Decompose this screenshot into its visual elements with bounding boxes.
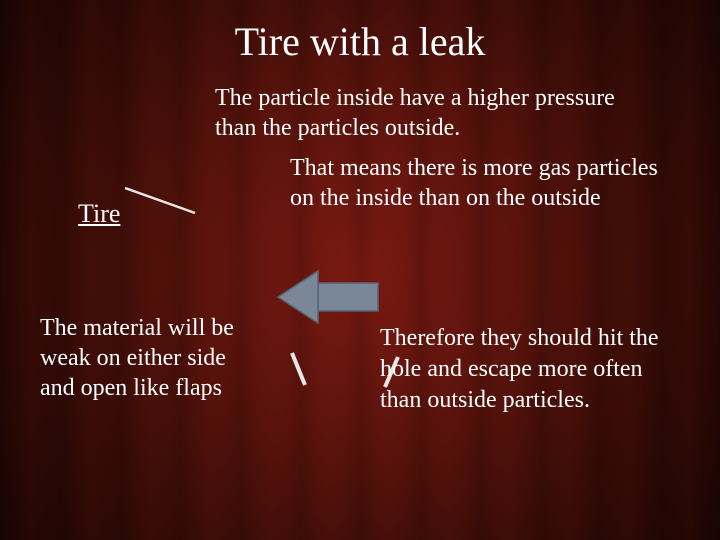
text-material-flaps: The material will be weak on either side… (40, 313, 265, 403)
arrow-head-icon (278, 271, 318, 323)
slide-container: Tire with a leak The particle inside hav… (0, 0, 720, 540)
flap-line (292, 353, 305, 385)
slide-title: Tire with a leak (40, 18, 680, 65)
label-connector-line (125, 188, 195, 213)
text-gas-particles: That means there is more gas particles o… (290, 153, 670, 213)
tire-arc (40, 463, 176, 513)
text-escape: Therefore they should hit the hole and e… (380, 323, 670, 417)
arrow-body (318, 283, 378, 311)
tire-label: Tire (78, 199, 120, 229)
content-area: Tire That means there is more gas partic… (40, 153, 680, 513)
slide-subtitle: The particle inside have a higher pressu… (215, 83, 640, 143)
